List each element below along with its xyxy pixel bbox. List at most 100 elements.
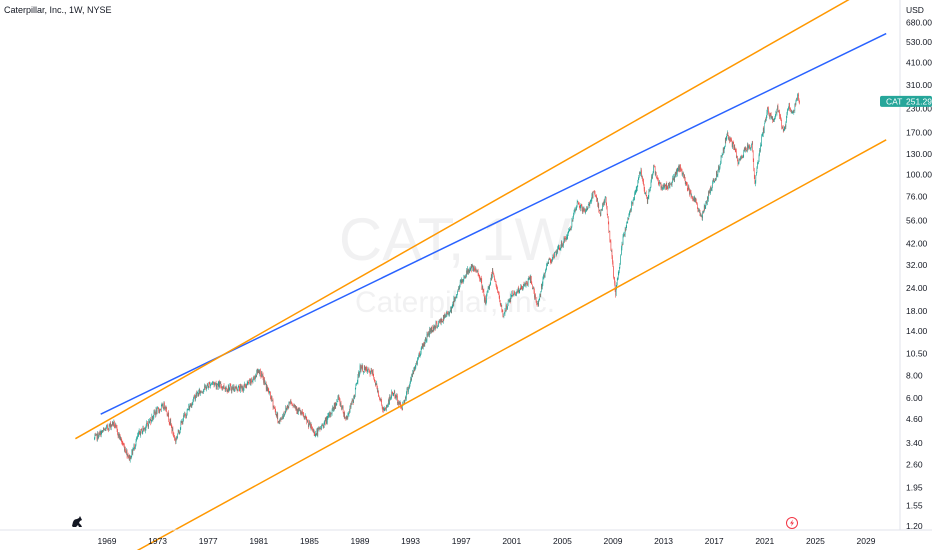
candle-body	[234, 390, 235, 391]
candle-body	[618, 273, 619, 280]
price-axis-tick-label: 1.20	[906, 521, 923, 531]
candle-body	[214, 382, 216, 384]
candle-body	[599, 210, 601, 214]
candle-body	[256, 370, 258, 374]
candle-body	[692, 198, 693, 199]
candle-body	[772, 117, 773, 122]
candle-body	[648, 197, 649, 199]
candle-body	[602, 204, 603, 211]
candle-body	[677, 170, 678, 174]
candle-body	[769, 113, 771, 118]
candle-body	[503, 313, 505, 317]
candle-body	[440, 320, 441, 324]
candle-body	[175, 438, 177, 442]
candle-body	[191, 404, 193, 407]
candle-body	[443, 316, 444, 322]
candle-body	[358, 372, 359, 377]
price-axis[interactable]: 680.00 530.00 410.00 310.00 230.00 170.00 130.…	[906, 17, 932, 531]
candle-body	[476, 271, 477, 273]
candle-body	[625, 229, 626, 231]
candle-body	[324, 420, 325, 422]
candle-body	[97, 433, 99, 439]
candle-body	[118, 432, 120, 438]
candle-body	[96, 433, 97, 435]
candle-body	[698, 210, 699, 211]
candle-body	[454, 298, 455, 302]
candle-body	[323, 425, 324, 428]
candle-body	[475, 268, 477, 272]
candle-body	[633, 197, 635, 200]
candle-body	[647, 197, 649, 204]
candle-body	[311, 424, 312, 429]
candle-body	[256, 370, 257, 377]
candle-body	[775, 112, 777, 116]
candle-body	[779, 116, 781, 117]
channel-upper-trendline[interactable]	[75, 0, 878, 440]
candle-body	[655, 172, 656, 174]
candle-body	[266, 386, 267, 389]
candle-body	[305, 415, 306, 418]
candle-body	[687, 188, 689, 190]
candle-body	[720, 163, 721, 165]
candle-body	[749, 145, 750, 148]
candle-body	[760, 144, 762, 146]
candle-body	[212, 382, 213, 384]
candle-body	[142, 427, 144, 432]
candle-body	[151, 416, 153, 422]
time-axis[interactable]: 1969 1973 1977 1981 1985 1989 1993 1997 2001 2005…	[98, 536, 876, 546]
trendline-layer[interactable]	[75, 0, 887, 550]
candle-body	[699, 210, 700, 212]
candle-body	[215, 383, 217, 388]
candle-body	[668, 183, 669, 189]
candle-body	[648, 190, 650, 198]
price-axis-tick-label: 76.00	[906, 191, 928, 201]
candle-body	[776, 112, 777, 114]
candle-body	[467, 268, 469, 273]
candle-body	[155, 412, 156, 415]
candle-body	[777, 106, 779, 112]
candle-body	[683, 175, 685, 178]
candle-body	[100, 431, 102, 437]
candle-body	[164, 407, 166, 409]
candle-body	[176, 438, 177, 439]
candle-body	[674, 172, 676, 177]
candle-body	[795, 103, 796, 105]
tradingview-dino-icon[interactable]	[72, 516, 82, 527]
candle-body	[170, 420, 172, 425]
candle-body	[401, 408, 403, 410]
candle-body	[388, 399, 390, 405]
price-axis-tick-label: 6.00	[906, 393, 923, 403]
candle-body	[395, 395, 396, 397]
candle-body	[469, 270, 470, 272]
candle-body	[257, 370, 258, 374]
candle-body	[493, 273, 495, 277]
candle-body	[190, 404, 192, 407]
candle-body	[600, 209, 602, 216]
candle-body	[791, 111, 792, 112]
lightning-event-icon[interactable]	[786, 517, 798, 529]
candle-body	[561, 241, 563, 247]
candle-body	[567, 233, 568, 238]
candle-body	[750, 148, 751, 150]
candle-body	[486, 292, 488, 295]
candle-body	[732, 142, 733, 147]
candle-body	[790, 111, 792, 112]
candle-body	[522, 288, 523, 290]
candle-body	[246, 383, 248, 385]
candle-body	[328, 415, 329, 416]
candle-body	[545, 269, 546, 273]
channel-lower-trendline[interactable]	[132, 139, 887, 550]
candle-body	[395, 395, 397, 399]
candle-body	[329, 413, 330, 417]
candle-body	[706, 202, 707, 204]
candle-body	[219, 383, 221, 388]
candle-body	[162, 404, 164, 409]
candle-body	[679, 165, 681, 171]
candle-body	[120, 437, 121, 440]
candle-body	[729, 138, 731, 141]
candle-body	[451, 306, 452, 312]
candle-body	[756, 167, 758, 173]
candle-body	[230, 385, 232, 390]
candle-body	[463, 280, 464, 282]
